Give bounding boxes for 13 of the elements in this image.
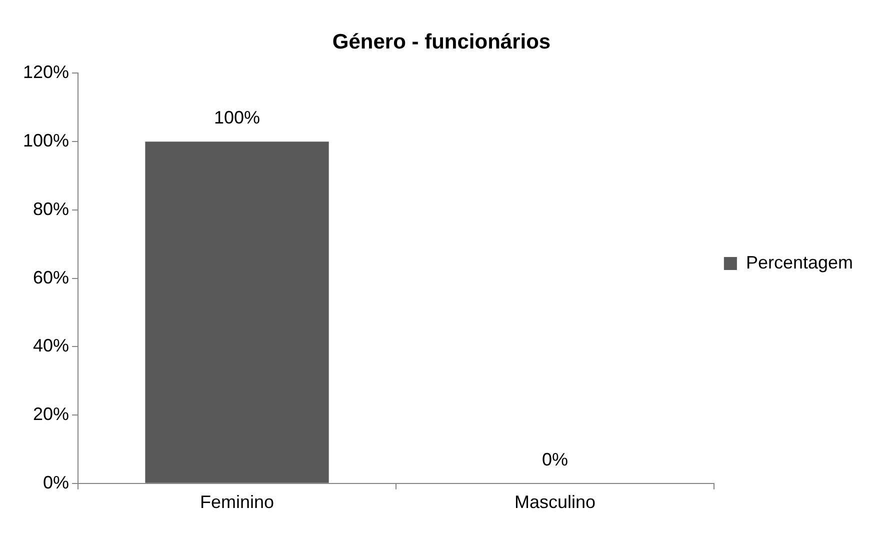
- y-tick-label: 40%: [33, 336, 70, 356]
- legend-label: Percentagem: [746, 252, 854, 272]
- data-label: 100%: [214, 108, 260, 128]
- y-tick-label: 0%: [43, 472, 70, 492]
- x-tick-label: Feminino: [200, 492, 274, 512]
- x-tick-label: Masculino: [514, 492, 596, 512]
- y-tick-label: 60%: [33, 267, 70, 288]
- y-tick-label: 100%: [22, 130, 70, 151]
- y-tick-label: 120%: [22, 62, 70, 82]
- y-tick-label: 80%: [33, 198, 70, 219]
- chart-title: Género - funcionários: [332, 30, 551, 54]
- data-label: 0%: [542, 449, 568, 470]
- y-tick-label: 20%: [33, 404, 70, 424]
